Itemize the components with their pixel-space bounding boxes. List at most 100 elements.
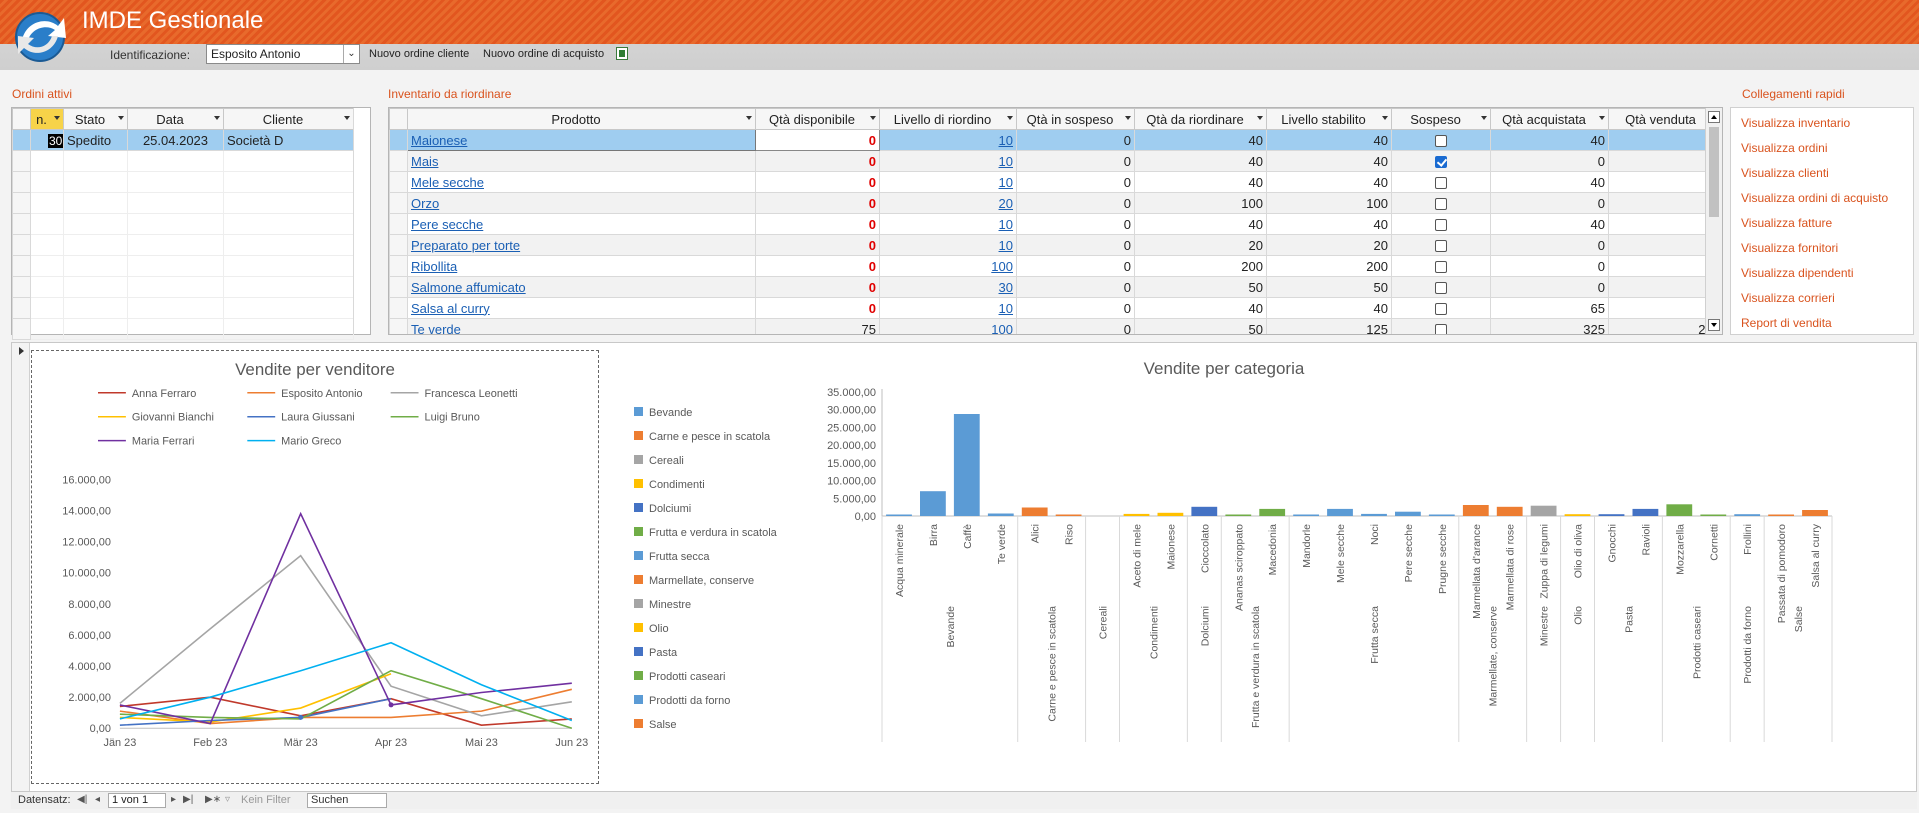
reorder-level-link[interactable]: 30 (879, 276, 1017, 298)
order-client-cell[interactable]: Società D (223, 129, 354, 151)
qty-purchased-cell[interactable]: 40 (1490, 129, 1609, 151)
dropdown-arrow-icon[interactable] (1382, 116, 1388, 120)
reorder-level-link[interactable]: 100 (879, 255, 1017, 277)
bar[interactable] (920, 491, 946, 516)
qty-to-reorder-cell[interactable]: 40 (1134, 213, 1267, 235)
product-link[interactable]: Maionese (407, 129, 756, 151)
series-line-luigi-bruno[interactable] (119, 669, 573, 730)
table-row[interactable]: Preparato per torte0100202000 (389, 234, 1722, 256)
quick-link-visualizza-dipendenti[interactable]: Visualizza dipendenti (1741, 266, 1854, 280)
suspended-cell[interactable] (1391, 129, 1491, 151)
dropdown-arrow-icon[interactable] (1257, 116, 1263, 120)
inventory-grid[interactable]: Prodotto Qtà disponibile Livello di riordi… (388, 107, 1723, 335)
qty-purchased-cell[interactable]: 0 (1490, 150, 1609, 172)
target-level-cell[interactable]: 125 (1266, 318, 1392, 334)
qty-to-reorder-cell[interactable]: 20 (1134, 234, 1267, 256)
first-record-icon[interactable]: ◀| (77, 794, 88, 805)
quick-link-visualizza-fornitori[interactable]: Visualizza fornitori (1741, 241, 1839, 255)
suspended-checkbox[interactable] (1435, 219, 1447, 232)
qty-available-cell[interactable]: 0 (755, 255, 880, 277)
series-line-mario-greco[interactable] (119, 641, 573, 722)
bar[interactable] (987, 513, 1014, 517)
suspended-checkbox[interactable] (1435, 135, 1447, 148)
product-link[interactable]: Te verde (407, 318, 756, 334)
current-record-field[interactable]: 1 von 1 (108, 793, 166, 808)
reorder-level-link[interactable]: 10 (879, 297, 1017, 319)
suspended-cell[interactable] (1391, 318, 1491, 334)
dropdown-arrow-icon[interactable] (54, 116, 60, 120)
bar[interactable] (1598, 514, 1625, 516)
suspended-checkbox[interactable] (1435, 282, 1447, 295)
row-selector[interactable] (389, 171, 408, 193)
suspended-checkbox[interactable] (1435, 156, 1447, 169)
target-level-cell[interactable]: 40 (1266, 150, 1392, 172)
column-header-qta-in-sospeso[interactable]: Qtà in sospeso (1016, 108, 1135, 130)
filter-icon[interactable]: ▿ (225, 794, 231, 805)
table-row[interactable]: Ribollita0100020020000 (389, 255, 1722, 277)
scroll-thumb[interactable] (1709, 127, 1719, 217)
column-header-n[interactable]: n. (30, 108, 64, 130)
bar[interactable] (1225, 514, 1252, 517)
product-link[interactable]: Pere secche (407, 213, 756, 235)
qty-available-cell[interactable]: 0 (755, 276, 880, 298)
select-all-cell[interactable] (12, 108, 31, 130)
sales-by-seller-chart[interactable]: Vendite per venditore Anna Ferraro Esposit… (31, 350, 599, 784)
qty-purchased-cell[interactable]: 65 (1490, 297, 1609, 319)
quick-link-report-di-vendita[interactable]: Report di vendita (1741, 316, 1832, 330)
series-line-francesca-leonetti[interactable] (119, 554, 572, 717)
row-selector[interactable] (389, 234, 408, 256)
target-level-cell[interactable]: 40 (1266, 213, 1392, 235)
quick-link-visualizza-ordini[interactable]: Visualizza ordini (1741, 141, 1828, 155)
table-row[interactable]: 30 Spedito 25.04.2023 Società D (12, 129, 354, 151)
dropdown-arrow-icon[interactable] (1125, 116, 1131, 120)
order-status-cell[interactable]: Spedito (63, 129, 128, 151)
qty-pending-cell[interactable]: 0 (1016, 318, 1135, 334)
active-orders-grid[interactable]: n. Stato Data Cliente 30 Spedito 25.04.202… (11, 107, 371, 340)
reorder-level-link[interactable]: 10 (879, 213, 1017, 235)
filter-status[interactable]: Kein Filter (241, 794, 291, 806)
target-level-cell[interactable]: 200 (1266, 255, 1392, 277)
order-number-cell[interactable]: 30 (30, 129, 64, 151)
series-line-maria-ferrari[interactable] (119, 511, 572, 725)
qty-to-reorder-cell[interactable]: 50 (1134, 318, 1267, 334)
suspended-cell[interactable] (1391, 255, 1491, 277)
bar[interactable] (1666, 504, 1693, 516)
column-header-qta-venduta[interactable]: Qtà venduta (1608, 108, 1722, 130)
qty-purchased-cell[interactable]: 40 (1490, 171, 1609, 193)
product-link[interactable]: Preparato per torte (407, 234, 756, 256)
quick-link-visualizza-ordini-di-acquisto[interactable]: Visualizza ordini di acquisto (1741, 191, 1889, 205)
record-selector[interactable] (12, 343, 30, 791)
scroll-down-icon[interactable] (1708, 319, 1720, 331)
qty-to-reorder-cell[interactable]: 200 (1134, 255, 1267, 277)
product-link[interactable]: Salsa al curry (407, 297, 756, 319)
reorder-level-link[interactable]: 20 (879, 192, 1017, 214)
product-link[interactable]: Mele secche (407, 171, 756, 193)
row-selector[interactable] (389, 150, 408, 172)
suspended-cell[interactable] (1391, 192, 1491, 214)
order-date-cell[interactable]: 25.04.2023 (127, 129, 224, 151)
bar[interactable] (1191, 506, 1218, 516)
product-link[interactable]: Orzo (407, 192, 756, 214)
qty-purchased-cell[interactable]: 325 (1490, 318, 1609, 334)
column-header-sospeso[interactable]: Sospeso (1391, 108, 1491, 130)
new-record-icon[interactable]: ▶∗ (205, 794, 222, 805)
dropdown-arrow-icon[interactable] (1481, 116, 1487, 120)
table-row[interactable]: Te verde75100050125325250 (389, 318, 1722, 334)
column-header-qta-da-riordinare[interactable]: Qtà da riordinare (1134, 108, 1267, 130)
reorder-level-link[interactable]: 10 (879, 234, 1017, 256)
dropdown-arrow-icon[interactable] (870, 116, 876, 120)
suspended-checkbox[interactable] (1435, 324, 1447, 334)
target-level-cell[interactable]: 100 (1266, 192, 1392, 214)
qty-pending-cell[interactable]: 0 (1016, 255, 1135, 277)
suspended-checkbox[interactable] (1435, 261, 1447, 274)
chevron-down-icon[interactable]: ⌄ (343, 45, 359, 63)
row-selector[interactable] (389, 213, 408, 235)
new-client-order-button[interactable]: Nuovo ordine cliente (369, 48, 470, 60)
product-link[interactable]: Salmone affumicato (407, 276, 756, 298)
qty-pending-cell[interactable]: 0 (1016, 213, 1135, 235)
bar[interactable] (1395, 511, 1421, 516)
target-level-cell[interactable]: 40 (1266, 129, 1392, 151)
qty-available-cell[interactable]: 0 (755, 297, 880, 319)
bar[interactable] (1361, 513, 1387, 516)
previous-record-icon[interactable]: ◂ (95, 794, 101, 805)
